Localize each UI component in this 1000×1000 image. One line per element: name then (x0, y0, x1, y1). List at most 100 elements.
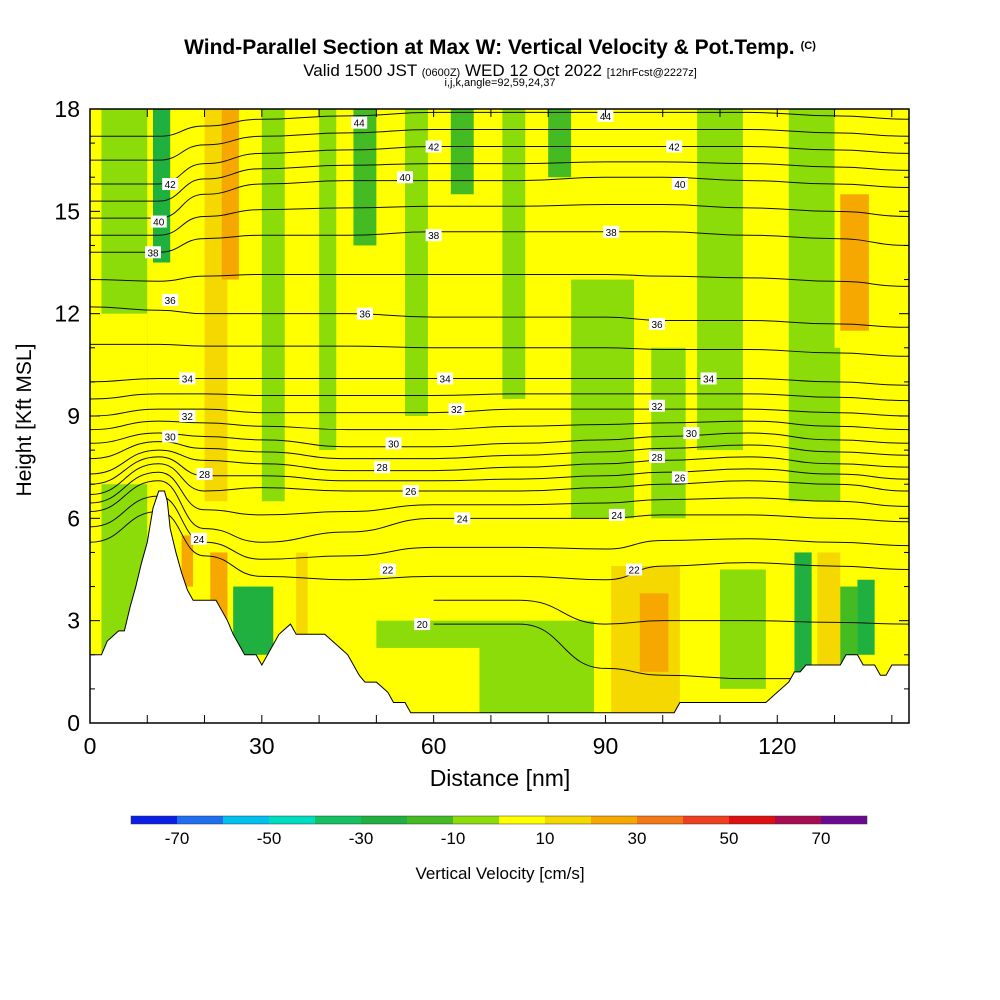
velocity-region-9 (450, 109, 474, 195)
contour-label-27: 26 (674, 473, 686, 484)
contour-label-bg-11 (162, 294, 179, 307)
contour-label-8: 38 (428, 231, 440, 242)
valid-prefix: Valid 1500 JST (303, 61, 417, 80)
contour-label-bg-2 (425, 140, 442, 153)
y-tick-label-6: 6 (67, 505, 80, 531)
contour-label-26: 26 (405, 487, 417, 498)
contour-label-25: 28 (651, 453, 663, 464)
contour-28 (90, 449, 909, 475)
chart-title: Wind-Parallel Section at Max W: Vertical… (0, 36, 1000, 60)
colorbar-swatch-12 (683, 816, 729, 824)
contour-label-bg-9 (603, 225, 620, 238)
colorbar-swatch-4 (315, 816, 361, 824)
contour-label-bg-24 (374, 461, 391, 474)
contour-21 (433, 599, 909, 625)
colorbar-tick-6: 50 (720, 829, 739, 848)
contour-label-13: 36 (651, 320, 663, 331)
contour-35 (90, 343, 909, 357)
contour-label-bg-27 (671, 471, 688, 484)
contour-label-9: 38 (606, 228, 618, 239)
contour-39 (90, 204, 909, 236)
contour-label-30: 24 (611, 511, 623, 522)
contour-label-24: 28 (377, 463, 389, 474)
velocity-region-4 (221, 109, 239, 280)
contour-label-bg-29 (454, 512, 471, 525)
contour-label-29: 24 (457, 514, 469, 525)
colorbar-tick-7: 70 (812, 829, 831, 848)
terrain (90, 490, 909, 723)
terrain-profile (90, 490, 909, 723)
y-tick-label-15: 15 (54, 198, 80, 224)
velocity-region-30 (771, 552, 789, 672)
velocity-region-20 (181, 535, 194, 587)
contour-label-bg-3 (666, 140, 683, 153)
contour-26 (90, 463, 909, 495)
contour-25 (90, 471, 909, 516)
x-tick-label-0: 0 (84, 733, 97, 759)
contour-38 (90, 231, 909, 253)
x-tick-label-120: 120 (758, 733, 796, 759)
velocity-region-22 (233, 586, 274, 655)
velocity-region-5 (261, 109, 285, 502)
contour-37 (90, 273, 909, 287)
contour-label-10: 38 (147, 248, 159, 259)
contour-label-bg-28 (190, 532, 207, 545)
y-tick-label-9: 9 (67, 403, 80, 429)
velocity-region-34 (857, 579, 875, 655)
velocity-region-29 (720, 569, 766, 689)
contour-label-20: 30 (165, 432, 177, 443)
contour-label-14: 34 (182, 374, 194, 385)
valid-utc: (0600Z) (421, 67, 461, 79)
y-axis-label: Height [Kft MSL] (13, 343, 36, 497)
velocity-region-15 (788, 109, 841, 502)
contour-22 (90, 511, 909, 581)
contour-label-bg-22 (683, 427, 700, 440)
contour-label-17: 32 (182, 412, 194, 423)
contour-label-18: 32 (451, 405, 463, 416)
colorbar-swatch-7 (453, 816, 499, 824)
contour-label-28: 24 (193, 535, 205, 546)
contour-33 (90, 393, 909, 402)
contour-label-0: 44 (354, 119, 366, 130)
contour-label-23: 28 (199, 470, 211, 481)
contour-label-bg-8 (425, 229, 442, 242)
contour-label-31: 22 (382, 566, 394, 577)
contour-label-bg-33 (414, 618, 431, 631)
colorbar-swatch-14 (775, 816, 821, 824)
contour-label-bg-14 (179, 372, 196, 385)
x-axis-label: Distance [nm] (429, 765, 571, 791)
colorbar-tick-1: -50 (257, 829, 282, 848)
y-tick-label-3: 3 (67, 608, 80, 634)
colorbar-frame (130, 815, 868, 825)
colorbar-swatch-0 (131, 816, 177, 824)
y-tick-label-12: 12 (54, 301, 80, 327)
contour-label-bg-7 (150, 215, 167, 228)
velocity-region-28 (685, 569, 720, 706)
contour-30 (90, 432, 909, 448)
colorbar-swatch-6 (407, 816, 453, 824)
colorbar-tick-3: -10 (441, 829, 466, 848)
contour-label-bg-18 (448, 403, 465, 416)
contour-label-bg-6 (671, 178, 688, 191)
contour-41 (90, 161, 909, 202)
contour-label-11: 36 (165, 296, 177, 307)
contour-label-15: 34 (440, 374, 452, 385)
contour-label-5: 40 (399, 173, 411, 184)
contour-44 (90, 111, 909, 137)
chart-title-text: Wind-Parallel Section at Max W: Vertical… (184, 36, 795, 59)
contour-31 (90, 420, 909, 431)
contour-label-7: 40 (153, 218, 165, 229)
contour-36 (90, 306, 909, 328)
colorbar-swatch-13 (729, 816, 775, 824)
colorbar-swatch-10 (591, 816, 637, 824)
colorbar-swatch-3 (269, 816, 315, 824)
contour-label-bg-25 (649, 450, 665, 463)
velocity-region-27 (639, 593, 669, 672)
forecast-info: [12hrFcst@2227z] (606, 67, 697, 79)
contour-label-bg-16 (700, 372, 717, 385)
velocity-region-14 (697, 109, 743, 451)
contour-label-bg-19 (649, 399, 665, 412)
velocity-region-17 (840, 194, 869, 331)
x-tick-label-30: 30 (249, 733, 275, 759)
